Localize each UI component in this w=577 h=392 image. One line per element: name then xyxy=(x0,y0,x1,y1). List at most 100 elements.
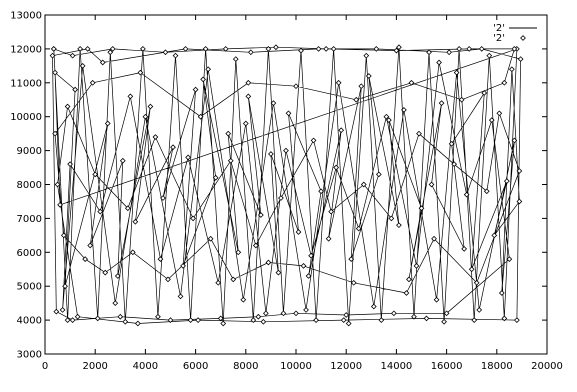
data-point-diamond xyxy=(155,313,161,320)
x-tick-label: 4000 xyxy=(133,361,158,372)
data-point-diamond xyxy=(391,310,397,317)
data-point-diamond xyxy=(433,296,440,303)
data-point-diamond xyxy=(365,73,372,79)
data-point-diamond xyxy=(112,300,119,307)
data-point-diamond xyxy=(172,52,179,59)
data-point-diamond xyxy=(461,246,468,252)
y-tick-label: 9000 xyxy=(17,146,42,157)
data-point-diamond xyxy=(280,310,287,317)
data-point-diamond xyxy=(431,235,437,242)
data-point-diamond xyxy=(340,317,347,323)
data-point-diamond xyxy=(215,279,222,286)
data-point-diamond xyxy=(418,205,425,212)
data-point-diamond xyxy=(140,46,146,52)
data-point-diamond xyxy=(69,317,76,323)
x-tick-label: 12000 xyxy=(330,361,362,372)
data-point-diamond xyxy=(117,313,124,320)
data-point-diamond xyxy=(330,46,337,52)
data-point-diamond xyxy=(481,90,488,96)
y-axis-ticks: 3000 4000 5000 6000 7000 8000 9000 10000 11000 12… xyxy=(10,11,547,361)
data-point-diamond xyxy=(393,47,400,54)
data-point-diamond xyxy=(295,229,302,235)
data-point-diamond xyxy=(50,46,57,52)
data-point-diamond xyxy=(99,59,106,66)
data-point-diamond xyxy=(413,262,420,269)
data-point-diamond xyxy=(197,113,204,120)
data-point-diamond xyxy=(283,147,289,154)
data-point-diamond xyxy=(127,93,134,100)
data-point-diamond xyxy=(313,317,319,323)
data-point-diamond xyxy=(187,317,194,323)
data-point-diamond xyxy=(360,181,367,188)
data-point-diamond xyxy=(323,46,329,52)
data-point-diamond xyxy=(363,52,370,59)
data-point-diamond xyxy=(428,181,435,188)
data-point-diamond xyxy=(137,69,144,76)
data-point-diamond xyxy=(230,276,237,283)
data-point-diamond xyxy=(511,46,518,52)
data-point-diamond xyxy=(496,110,503,117)
x-tick-label: 2000 xyxy=(82,361,107,372)
data-point-diamond xyxy=(486,52,493,59)
data-point-diamond xyxy=(476,307,483,313)
data-point-diamond xyxy=(386,117,392,123)
data-point-diamond xyxy=(335,79,342,86)
data-point-diamond xyxy=(293,83,299,90)
data-point-diamond xyxy=(446,49,452,56)
y-tick-label: 8000 xyxy=(17,180,42,191)
data-point-diamond xyxy=(67,161,73,168)
data-point-diamond xyxy=(478,46,485,52)
data-point-diamond xyxy=(87,242,94,249)
x-tick-label: 16000 xyxy=(431,361,463,372)
data-point-diamond xyxy=(252,242,259,249)
data-point-diamond xyxy=(501,79,508,86)
data-point-diamond xyxy=(345,320,352,327)
data-point-diamond xyxy=(62,283,68,290)
marker-layer xyxy=(49,44,524,327)
data-point-diamond xyxy=(310,137,317,144)
data-point-diamond xyxy=(411,313,417,320)
data-point-diamond xyxy=(506,256,513,262)
x-tick-label: 8000 xyxy=(233,361,258,372)
data-point-diamond xyxy=(278,195,284,201)
data-point-diamond xyxy=(240,296,247,303)
data-point-diamond xyxy=(370,303,377,310)
data-point-diamond xyxy=(142,113,149,120)
data-point-diamond xyxy=(129,249,136,256)
data-point-diamond xyxy=(270,100,277,107)
data-point-diamond xyxy=(353,96,360,103)
data-point-diamond xyxy=(220,320,227,327)
data-point-diamond xyxy=(473,279,480,286)
data-point-diamond xyxy=(107,49,114,56)
y-tick-label: 6000 xyxy=(17,248,42,259)
data-point-diamond xyxy=(69,52,76,59)
data-point-diamond xyxy=(516,168,523,174)
data-point-diamond xyxy=(200,76,206,83)
y-tick-label: 13000 xyxy=(10,11,42,22)
data-point-diamond xyxy=(451,161,457,168)
data-point-diamond xyxy=(273,44,279,51)
data-point-diamond xyxy=(375,171,382,178)
y-tick-label: 11000 xyxy=(10,78,42,89)
data-point-diamond xyxy=(343,312,350,318)
data-point-diamond xyxy=(247,49,254,56)
data-point-diamond xyxy=(396,44,402,51)
data-point-diamond xyxy=(406,276,412,283)
data-point-diamond xyxy=(514,317,520,323)
data-point-diamond xyxy=(77,46,84,52)
data-point-diamond xyxy=(102,269,109,276)
data-point-diamond xyxy=(49,52,56,59)
data-point-diamond xyxy=(170,144,176,151)
data-point-diamond xyxy=(212,174,219,181)
data-point-diamond xyxy=(242,120,249,127)
data-point-diamond xyxy=(202,46,209,52)
data-point-diamond xyxy=(79,62,86,69)
data-point-diamond xyxy=(72,86,78,93)
y-tick-label: 5000 xyxy=(17,282,42,293)
data-point-diamond xyxy=(217,315,224,322)
data-point-diamond xyxy=(416,130,422,137)
data-point-diamond xyxy=(207,235,214,242)
data-point-diamond xyxy=(463,191,470,198)
data-point-diamond xyxy=(54,181,61,188)
data-point-diamond xyxy=(383,113,390,120)
